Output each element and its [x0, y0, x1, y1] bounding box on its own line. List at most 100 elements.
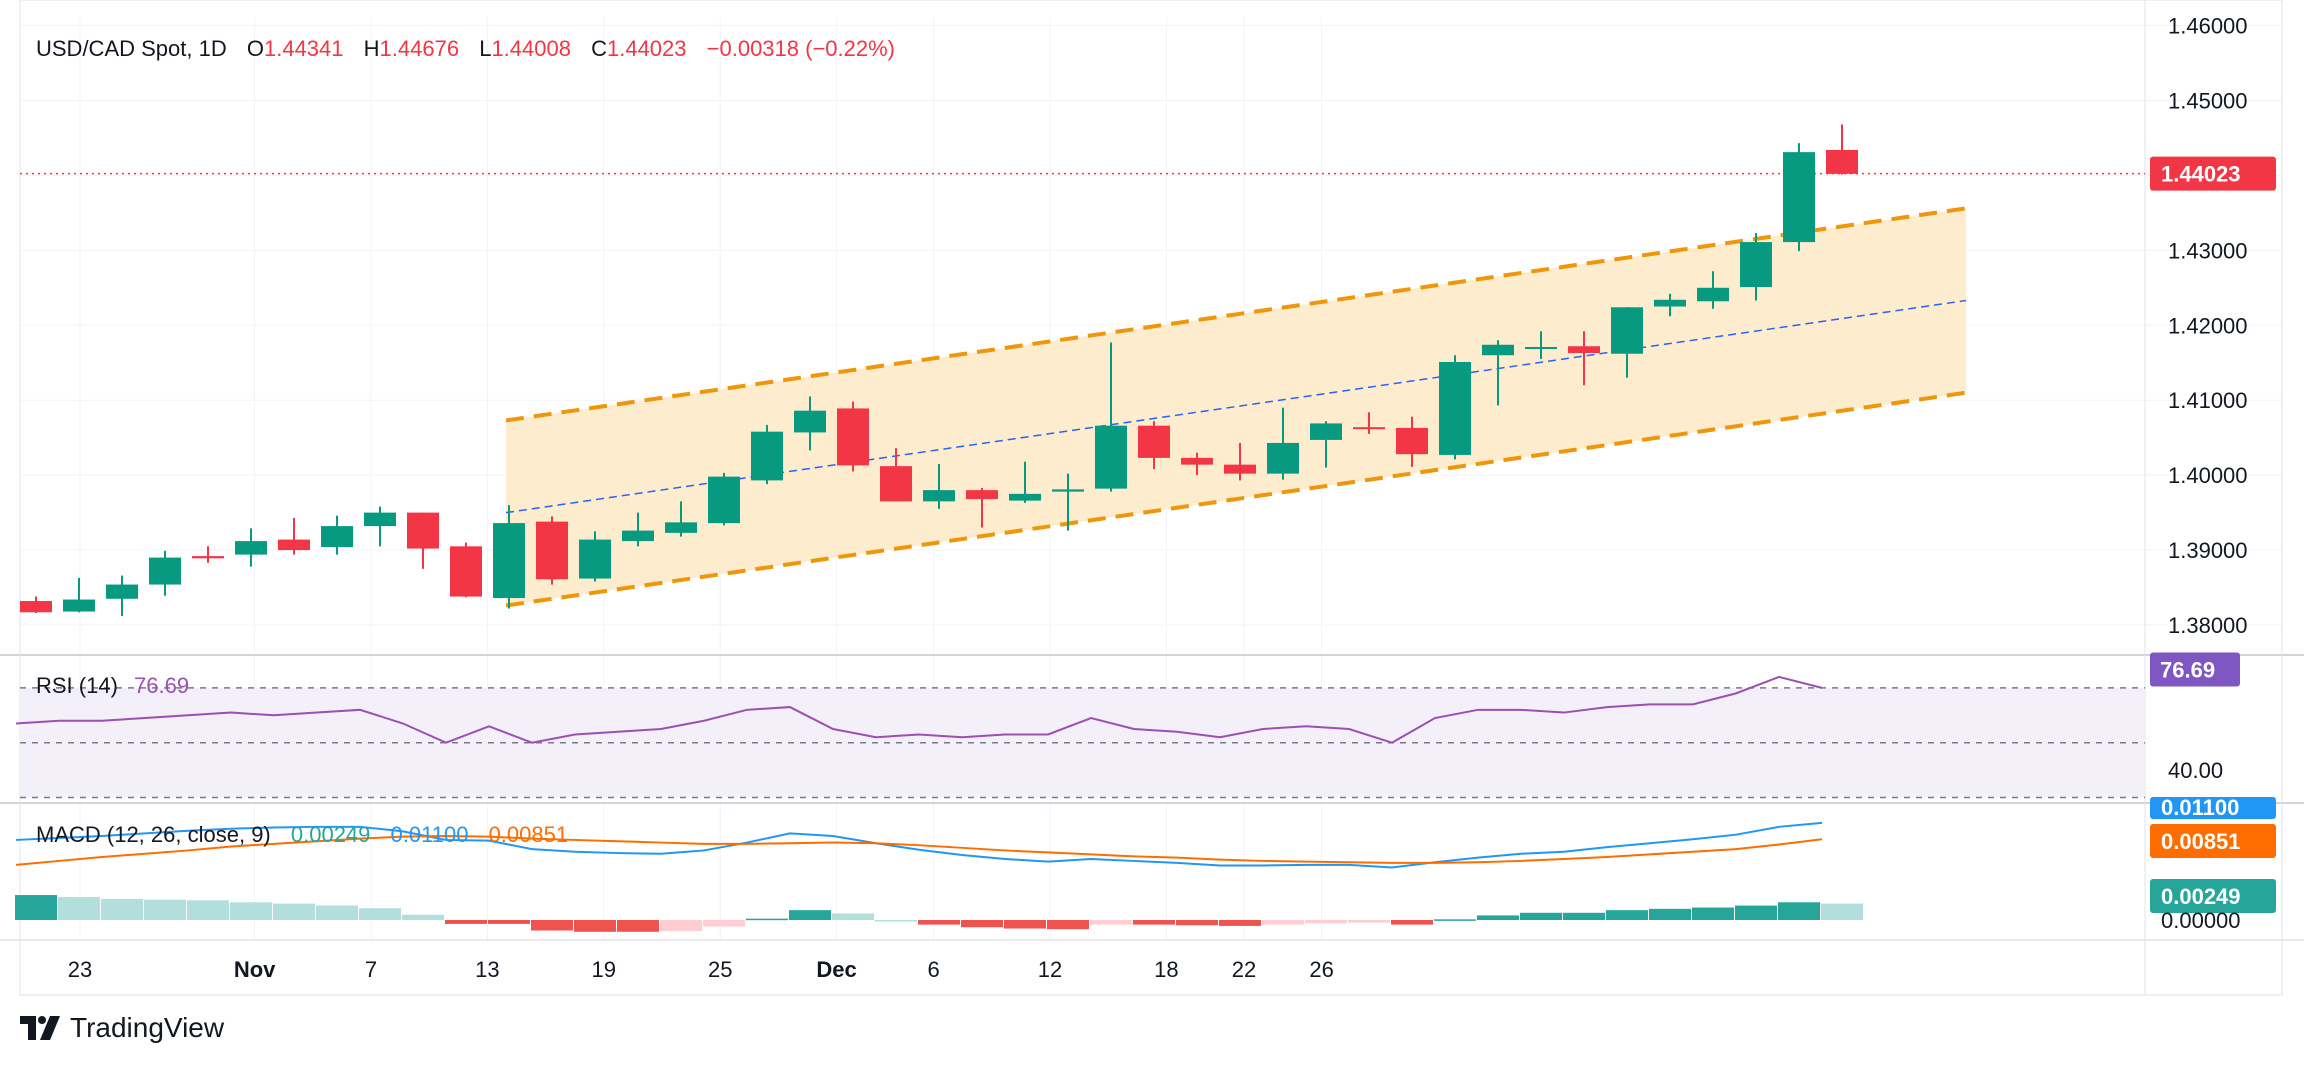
macd-histogram-bar: [703, 920, 745, 927]
candle-body: [1697, 287, 1729, 302]
tradingview-brand[interactable]: TradingView: [20, 1012, 224, 1044]
brand-name: TradingView: [70, 1012, 225, 1043]
candle: [837, 401, 869, 472]
candle-body: [1611, 307, 1643, 354]
price-tick-label: 1.41000: [2168, 388, 2248, 413]
macd-histogram-bar: [574, 920, 616, 932]
chart-frame: [19, 0, 2283, 996]
macd-histogram-bar: [187, 900, 229, 920]
candle: [622, 512, 654, 547]
macd-histogram-bar: [1735, 905, 1777, 920]
macd-histogram-bar: [961, 920, 1003, 928]
price-tick-label: 1.38000: [2168, 613, 2248, 638]
candle: [63, 577, 95, 613]
candle: [1611, 307, 1643, 378]
candle: [106, 575, 138, 617]
candle: [192, 546, 224, 563]
close-value: 1.44023: [606, 36, 687, 61]
macd-histogram-bar: [1219, 920, 1261, 926]
x-axis-label: Nov: [234, 957, 276, 982]
candle: [1009, 461, 1041, 503]
open-label: O: [246, 36, 264, 61]
candle-body: [1138, 425, 1170, 458]
channel-upper-line: [505, 206, 1967, 423]
candle: [364, 506, 396, 547]
price-tick-label: 1.39000: [2168, 538, 2248, 563]
candle: [1482, 340, 1514, 406]
high-value: 1.44676: [379, 36, 460, 61]
candle: [1783, 143, 1815, 252]
candle-body: [1310, 423, 1342, 440]
macd-histogram-bar: [359, 908, 401, 920]
candle-body: [923, 490, 955, 502]
candle: [708, 472, 740, 526]
candle-body: [1482, 344, 1514, 356]
macd-signal-tag-label: 0.00851: [2161, 829, 2241, 854]
macd-histogram-bar: [1434, 919, 1476, 921]
macd-histogram-bar: [1692, 907, 1734, 920]
symbol-name: USD/CAD Spot, 1D: [36, 36, 227, 61]
candle-body: [751, 431, 783, 481]
macd-histogram-bar: [875, 920, 917, 922]
macd-legend: MACD (12, 26, close, 9) 0.00249 0.01100 …: [36, 822, 568, 848]
candle-body: [1568, 346, 1600, 353]
candle: [321, 515, 353, 555]
macd-histogram-bar: [1563, 912, 1605, 920]
candle: [751, 424, 783, 485]
candle-body: [880, 466, 912, 502]
candle: [1525, 331, 1557, 359]
macd-histogram-bar: [1606, 910, 1648, 920]
candle: [1267, 407, 1299, 480]
candle: [880, 448, 912, 502]
candle-body: [1525, 346, 1557, 349]
macd-label: MACD (12, 26, close, 9): [36, 822, 271, 847]
macd-histogram-bar: [1821, 903, 1863, 920]
macd-histogram-bar: [1477, 915, 1519, 920]
candle-body: [1267, 442, 1299, 474]
rsi-band: [20, 687, 2145, 798]
candle: [493, 505, 525, 609]
candle-body: [1009, 493, 1041, 501]
macd-histogram-bar: [1176, 920, 1218, 926]
candle-body: [1353, 427, 1385, 430]
candle-body: [837, 408, 869, 466]
candle: [1181, 452, 1213, 476]
macd-histogram-bar: [58, 897, 100, 920]
candle: [1052, 473, 1084, 531]
macd-histogram-bar: [1133, 920, 1175, 925]
macd-histogram-bar: [230, 902, 272, 920]
candle-body: [493, 523, 525, 599]
x-axis-label: 23: [68, 957, 92, 982]
candle: [1095, 342, 1127, 492]
candle-body: [407, 512, 439, 549]
close-label: C: [591, 36, 607, 61]
rsi-value: 76.69: [134, 673, 190, 698]
macd-histogram-bar: [746, 918, 788, 921]
macd-histogram-bar: [1004, 920, 1046, 929]
macd-histogram-bar: [1262, 920, 1304, 925]
macd-histogram-bar: [1047, 920, 1089, 930]
macd-histogram-bar: [660, 920, 702, 932]
rsi-tick-label: 40.00: [2168, 758, 2223, 783]
candle-body: [536, 521, 568, 580]
x-axis-label: 12: [1038, 957, 1062, 982]
candle-body: [1095, 425, 1127, 489]
candle: [1654, 293, 1686, 317]
candle: [1353, 412, 1385, 434]
macd-histogram-bar: [402, 914, 444, 920]
candle: [1439, 355, 1471, 460]
x-axis-label: 13: [475, 957, 499, 982]
macd-value-tag: [2150, 797, 2276, 819]
macd-histogram-bar: [1090, 920, 1132, 925]
candle: [407, 512, 439, 569]
open-value: 1.44341: [263, 36, 344, 61]
candle: [1826, 124, 1858, 175]
rsi-value-tag: [2150, 652, 2240, 687]
candle-body: [1396, 427, 1428, 455]
rsi-line: [15, 675, 1823, 744]
macd-line-value: 0.01100: [390, 822, 469, 847]
change-value: −0.00318 (−0.22%): [706, 36, 896, 61]
candle: [665, 501, 697, 537]
channel-mid-line: [505, 299, 1967, 514]
